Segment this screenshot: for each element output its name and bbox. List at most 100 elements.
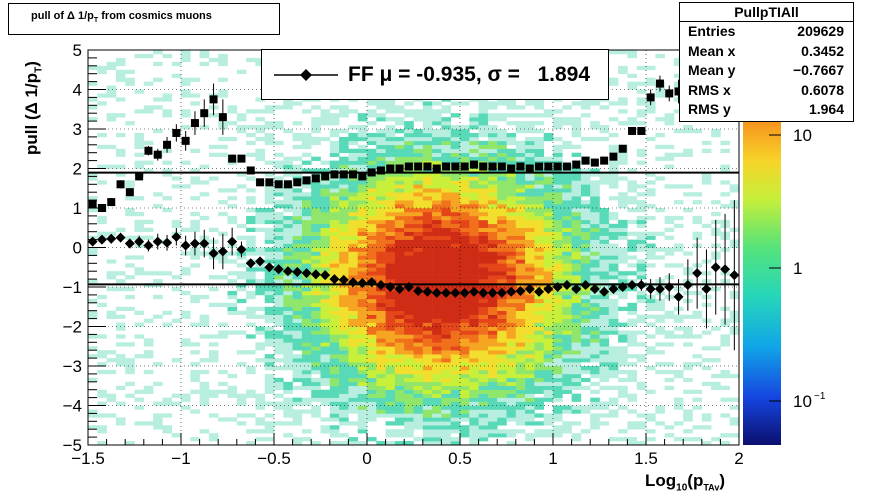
heatmap-cell	[692, 389, 703, 394]
heatmap-cell	[618, 393, 628, 398]
heatmap-cell	[562, 298, 572, 304]
heatmap-cell	[357, 310, 368, 315]
heatmap-cell	[460, 192, 470, 197]
heatmap-cell	[432, 362, 442, 367]
heatmap-cell	[264, 231, 275, 236]
heatmap-cell	[450, 140, 461, 146]
heatmap-cell	[376, 326, 386, 331]
heatmap-cell	[97, 132, 107, 138]
heatmap-cell	[646, 298, 656, 304]
heatmap-cell	[394, 326, 405, 331]
heatmap-cell	[218, 334, 228, 339]
heatmap-cell	[469, 441, 479, 445]
heatmap-cell	[515, 192, 526, 197]
heatmap-cell	[497, 196, 507, 201]
heatmap-cell	[711, 437, 721, 442]
heatmap-cell	[413, 113, 424, 118]
heatmap-cell	[385, 227, 396, 232]
heatmap-cell	[618, 192, 628, 197]
heatmap-cell	[608, 373, 619, 379]
heatmap-cell	[311, 227, 321, 232]
heatmap-cell	[413, 239, 424, 244]
heatmap-cell	[441, 251, 451, 256]
heatmap-cell	[487, 211, 498, 217]
heatmap-cell	[478, 235, 489, 240]
heatmap-cell	[199, 369, 210, 375]
heatmap-cell	[543, 243, 554, 248]
heatmap-cell	[571, 338, 582, 343]
heatmap-cell	[450, 318, 461, 323]
heatmap-cell	[125, 342, 135, 347]
heatmap-cell	[357, 298, 368, 304]
heatmap-cell	[553, 358, 563, 363]
heatmap-cell	[413, 227, 424, 232]
heatmap-cell	[311, 239, 321, 244]
heatmap-cell	[394, 271, 405, 276]
heatmap-cell	[125, 275, 135, 280]
heatmap-cell	[292, 369, 303, 375]
heatmap-cell	[329, 346, 340, 351]
mean-point	[264, 262, 275, 273]
heatmap-cell	[487, 219, 498, 225]
stats-box: PullpTIAll Entries 209629 Mean x 0.3452 Mean…	[679, 2, 854, 122]
heatmap-cell	[367, 136, 377, 142]
heatmap-cell	[404, 294, 414, 300]
heatmap-cell	[329, 259, 340, 264]
heatmap-cell	[320, 322, 331, 327]
heatmap-cell	[283, 413, 293, 418]
heatmap-cell	[376, 346, 386, 351]
heatmap-cell	[534, 298, 544, 304]
heatmap-cell	[357, 366, 368, 371]
heatmap-cell	[692, 310, 703, 315]
heatmap-cell	[636, 358, 647, 363]
heatmap-cell	[534, 231, 544, 236]
heatmap-cell	[283, 354, 293, 359]
heatmap-cell	[720, 385, 730, 390]
heatmap-cell	[153, 362, 163, 367]
heatmap-cell	[720, 342, 730, 347]
mean-point	[645, 283, 656, 294]
heatmap-cell	[422, 192, 433, 197]
heatmap-cell	[487, 381, 498, 387]
heatmap-cell	[441, 405, 451, 410]
heatmap-cell	[413, 330, 424, 335]
heatmap-cell	[190, 148, 200, 153]
heatmap-cell	[385, 208, 396, 213]
heatmap-cell	[394, 156, 405, 161]
heatmap-cell	[590, 211, 600, 217]
heatmap-cell	[506, 302, 517, 308]
mean-point	[329, 274, 340, 285]
heatmap-cell	[543, 362, 554, 367]
sigma-point	[535, 162, 544, 171]
heatmap-cell	[329, 294, 340, 300]
heatmap-cell	[115, 342, 126, 347]
heatmap-cell	[236, 255, 247, 260]
heatmap-cell	[460, 369, 470, 375]
heatmap-cell	[441, 235, 451, 240]
heatmap-cell	[367, 409, 377, 414]
heatmap-cell	[534, 176, 544, 181]
heatmap-cell	[515, 366, 526, 371]
heatmap-cell	[181, 310, 191, 315]
heatmap-cell	[562, 105, 572, 110]
heatmap-cell	[460, 322, 470, 327]
heatmap-cell	[367, 223, 377, 229]
heatmap-cell	[292, 397, 303, 402]
heatmap-cell	[525, 204, 535, 209]
heatmap-cell	[320, 223, 331, 229]
heatmap-cell	[432, 176, 442, 181]
heatmap-cell	[618, 65, 628, 71]
heatmap-cell	[190, 389, 200, 394]
sigma-point	[293, 178, 302, 187]
heatmap-cell	[590, 310, 600, 315]
heatmap-cell	[515, 381, 526, 387]
heatmap-cell	[274, 302, 284, 308]
heatmap-cell	[367, 251, 377, 256]
heatmap-cell	[450, 148, 461, 153]
heatmap-cell	[199, 381, 210, 387]
heatmap-cell	[580, 208, 591, 213]
heatmap-cell	[394, 358, 405, 363]
heatmap-cell	[553, 188, 563, 193]
mean-point	[589, 283, 600, 294]
heatmap-cell	[385, 263, 396, 268]
